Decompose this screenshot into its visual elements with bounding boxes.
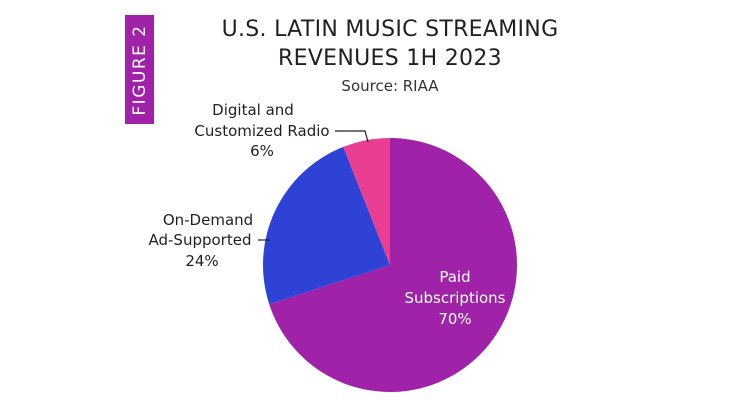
label-paid-subscriptions-line2: Subscriptions bbox=[404, 289, 505, 307]
slice-paid-subscriptions bbox=[269, 138, 518, 392]
label-on-demand-pct: 24% bbox=[185, 252, 218, 270]
pie-slices bbox=[263, 138, 518, 392]
leader-line-digital-radio bbox=[335, 130, 369, 143]
figure-tab: FIGURE 2 bbox=[125, 15, 154, 124]
label-paid-subscriptions-line1: Paid bbox=[439, 268, 470, 286]
label-on-demand-line2: Ad-Supported bbox=[149, 231, 252, 249]
label-digital-radio-pct: 6% bbox=[250, 142, 274, 160]
chart-title-line1: U.S. LATIN MUSIC STREAMING bbox=[221, 17, 559, 42]
slice-on-demand-ad-supported bbox=[263, 146, 390, 305]
slice-digital-customized-radio bbox=[343, 138, 390, 265]
label-paid-subscriptions-pct: 70% bbox=[438, 310, 471, 328]
label-on-demand-line1: On-Demand bbox=[163, 211, 253, 229]
label-digital-radio-line2: Customized Radio bbox=[194, 122, 329, 140]
label-digital-radio-line1: Digital and bbox=[212, 101, 294, 119]
chart-title-line2: REVENUES 1H 2023 bbox=[278, 46, 502, 71]
chart-source: Source: RIAA bbox=[341, 77, 439, 95]
